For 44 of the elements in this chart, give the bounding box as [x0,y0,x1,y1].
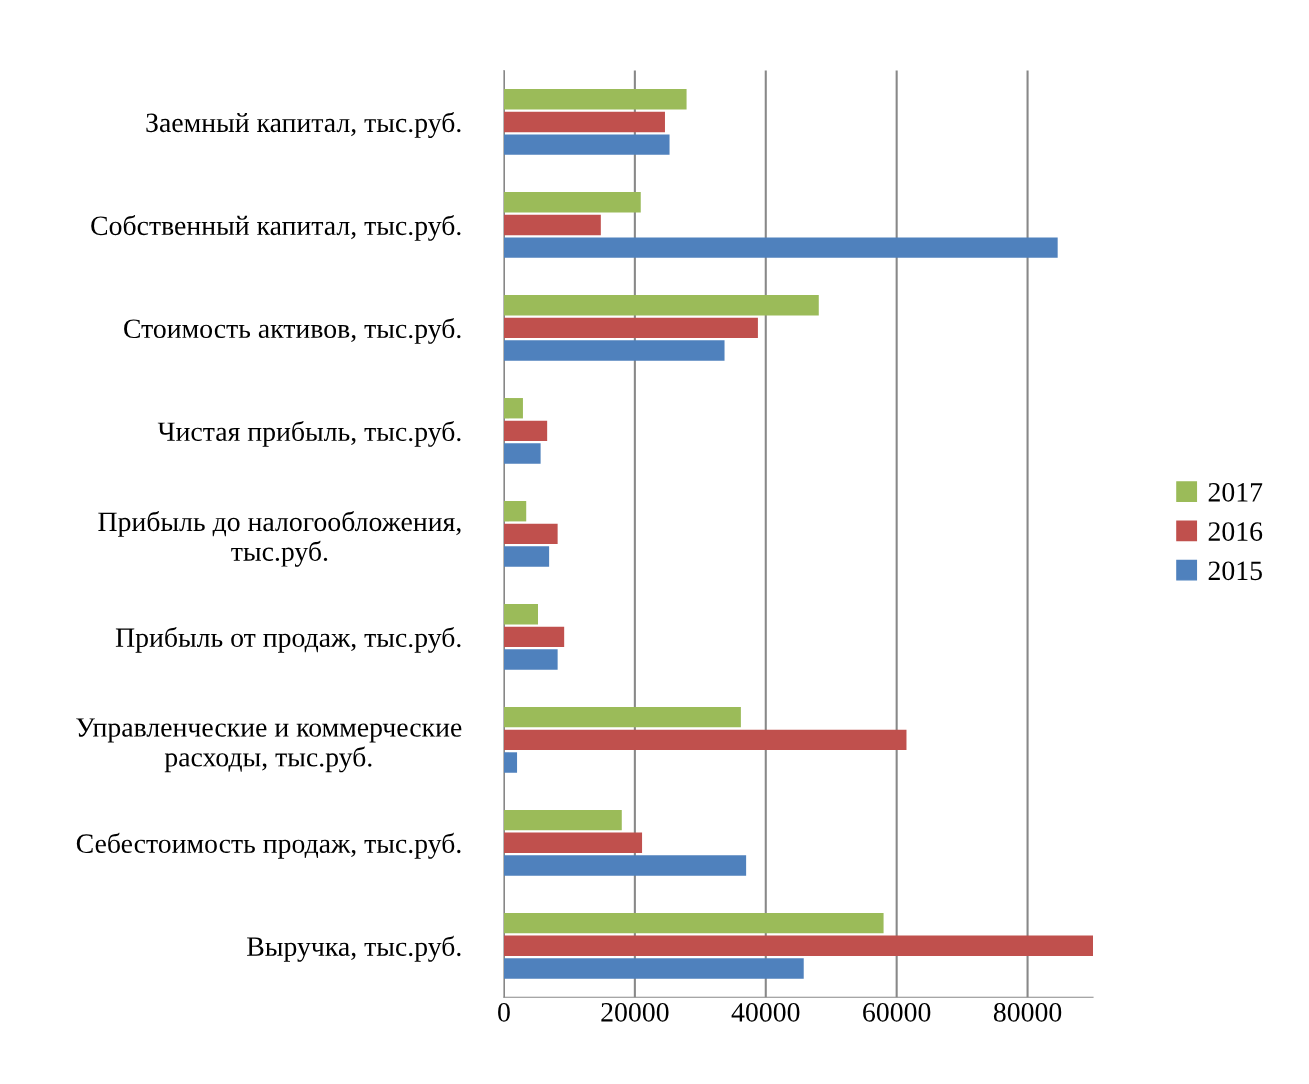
bar [503,752,518,773]
y-tick-label: Прибыль до налогообложения, тыс.руб. [98,511,461,567]
bar [503,626,565,648]
y-tick-label: Выручка, тыс.руб. [247,935,461,962]
bar [503,443,541,464]
y-tick-label: Прибыль от продаж, тыс.руб. [115,626,461,653]
bar [503,134,670,155]
y-tick-label: Стоимость активов, тыс.руб. [124,317,461,344]
bar [503,111,665,133]
bar [503,912,884,934]
x-tick-label: 40000 [731,1002,800,1022]
bar [503,832,643,854]
bar [503,192,641,213]
bar [503,398,523,419]
bar [503,237,1058,258]
legend-label: 2017 [1208,482,1263,502]
x-tick-label: 0 [498,1002,510,1022]
y-tick-label: Чистая прибыль, тыс.руб. [157,420,461,447]
bar [503,295,819,316]
bar [503,420,548,442]
x-tick-label: 80000 [993,1002,1062,1022]
bar [503,317,758,339]
bar [503,214,601,236]
bar [503,501,527,522]
y-tick-label: Заемный капитал, тыс.руб. [146,112,461,138]
x-tick-label: 20000 [601,1002,669,1022]
bar [503,89,687,110]
bar [503,649,558,670]
bar [503,340,725,361]
legend-label: 2016 [1208,522,1263,541]
bar [503,706,741,728]
y-tick-label: Себестоимость продаж, тыс.руб. [76,832,461,859]
y-tick-label: Управленческие и коммерческие расходы, тыс.руб. [76,718,462,773]
x-tick-label: 60000 [863,1002,931,1022]
bar [503,855,747,876]
bar [503,729,907,751]
bar [503,958,804,979]
bar [503,809,622,831]
bar [503,935,1094,956]
y-tick-label: Собственный капитал, тыс.руб. [91,214,461,241]
bar [503,546,550,567]
legend-label: 2015 [1208,561,1262,581]
bar [503,604,538,625]
bar [503,523,558,545]
